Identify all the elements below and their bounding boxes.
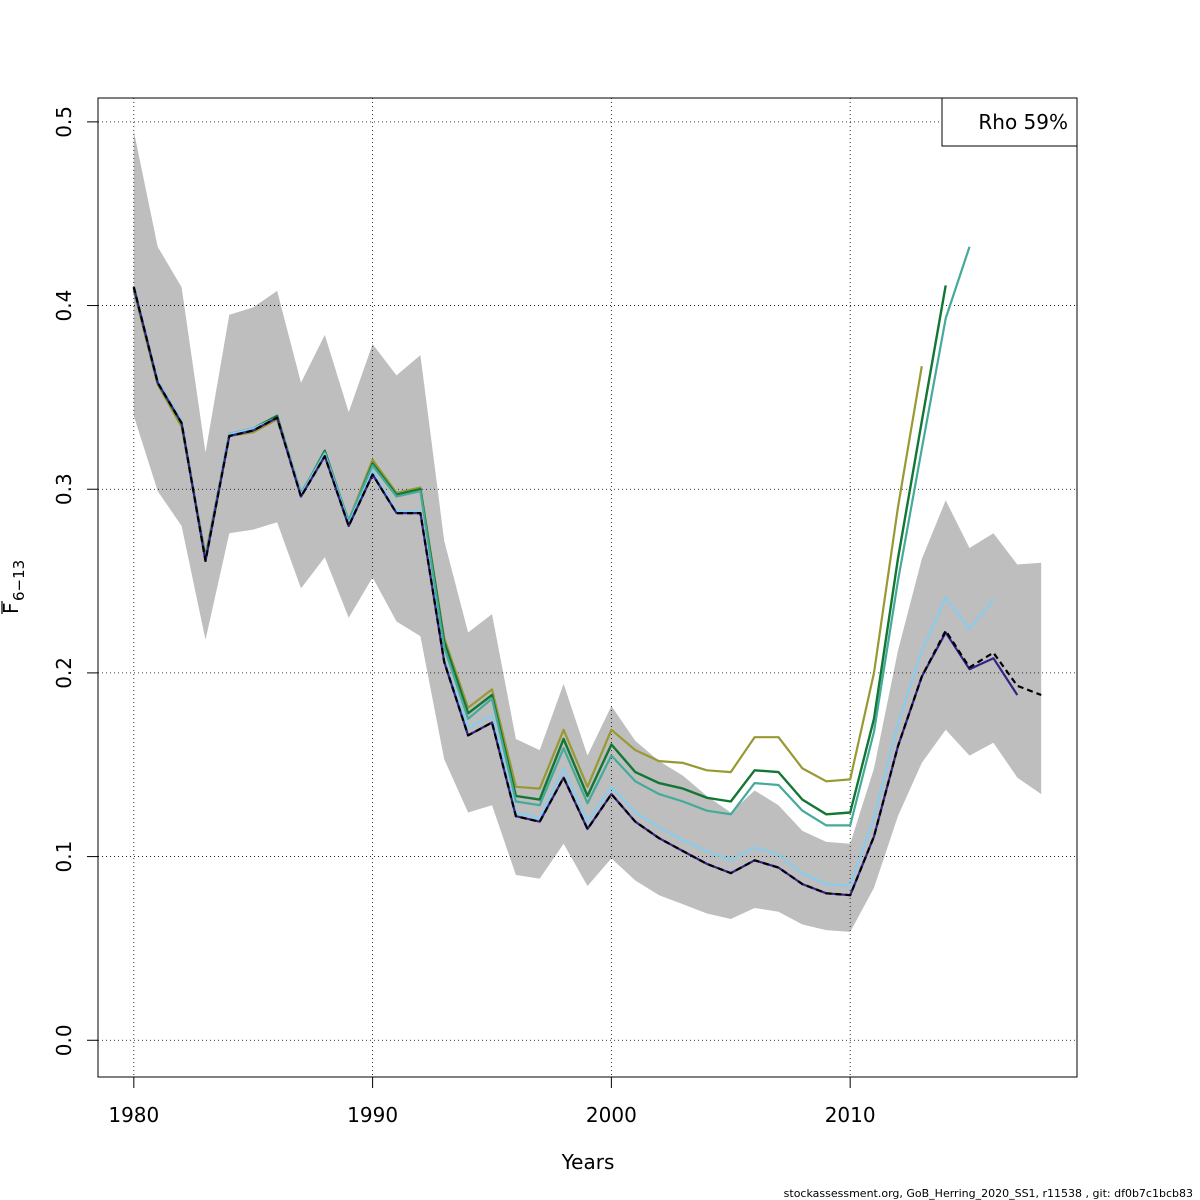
x-tick-label: 2010 [825,1103,876,1127]
legend-text: Rho 59% [978,110,1068,134]
y-tick-label: 0.5 [52,106,76,138]
confidence-band [133,131,1042,932]
y-tick-label: 0.0 [52,1024,76,1056]
y-tick-label: 0.2 [52,657,76,689]
y-tick-label: 0.4 [52,290,76,322]
legend-box [941,97,1078,147]
y-tick-label: 0.3 [52,473,76,505]
y-axis-title-main: F [0,602,23,614]
x-tick-label: 1980 [108,1103,159,1127]
legend: Rho 59% [941,97,1078,147]
y-axis: 0.0 0.1 0.2 0.3 0.4 0.5 [52,106,98,1056]
series-line-1 [132,290,923,790]
plot-frame [97,97,1078,1078]
x-axis: 1980 1990 2000 2010 [108,1077,876,1127]
confidence-band-layer [133,131,1042,932]
y-axis-title-subscript: 6−13 [10,560,28,601]
x-tick-label: 2000 [586,1103,637,1127]
x-tick-label: 1990 [347,1103,398,1127]
series-layer [132,246,1042,897]
series-line-6 [132,286,1042,897]
footer-credit: stockassessment.org, GoB_Herring_2020_SS… [784,1187,1193,1200]
y-axis-title: F 6−13 [0,560,28,614]
x-axis-title: Years [561,1150,615,1174]
series-line-5 [132,286,1019,897]
y-tick-label: 0.1 [52,841,76,873]
